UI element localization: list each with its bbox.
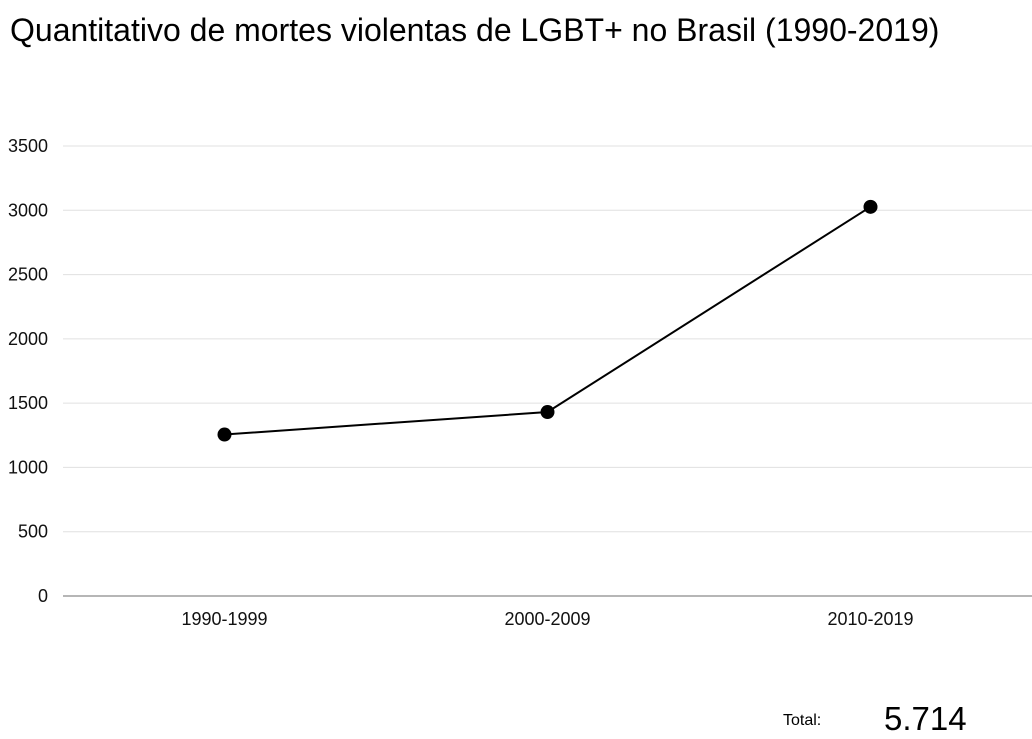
y-tick-label: 0 (38, 586, 48, 606)
y-axis-ticks: 0 500 1000 1500 2000 2500 3000 3500 (8, 136, 48, 606)
x-axis-ticks: 1990-1999 2000-2009 2010-2019 (181, 609, 913, 629)
data-point[interactable] (540, 405, 555, 420)
series-points (217, 199, 878, 442)
y-tick-label: 3500 (8, 136, 48, 156)
y-tick-label: 2500 (8, 265, 48, 285)
y-tick-label: 1000 (8, 457, 48, 477)
y-tick-label: 3000 (8, 200, 48, 220)
x-tick-label: 2000-2009 (504, 609, 590, 629)
data-point[interactable] (217, 427, 232, 442)
y-tick-label: 1500 (8, 393, 48, 413)
chart-title: Quantitativo de mortes violentas de LGBT… (10, 12, 940, 48)
x-tick-label: 2010-2019 (827, 609, 913, 629)
series-line (224, 205, 872, 436)
gridlines (63, 145, 1032, 597)
series-line-layer (224, 205, 872, 436)
total-label: Total: (783, 712, 822, 729)
x-tick-label: 1990-1999 (181, 609, 267, 629)
y-tick-label: 2000 (8, 329, 48, 349)
y-tick-label: 500 (18, 522, 48, 542)
total-value: 5.714 (884, 700, 967, 737)
data-point[interactable] (863, 199, 878, 214)
